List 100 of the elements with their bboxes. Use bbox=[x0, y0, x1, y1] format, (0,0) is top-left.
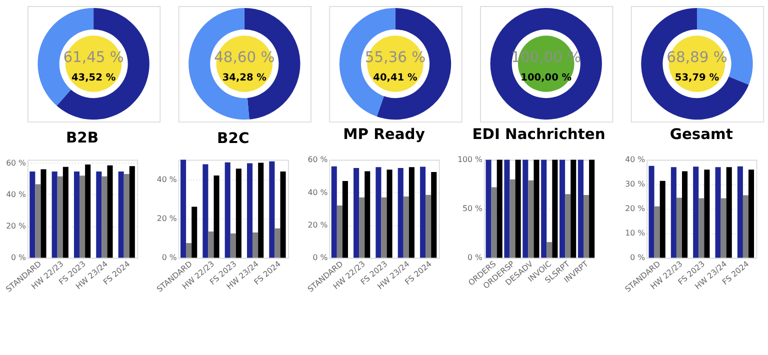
chart-title: B2C bbox=[217, 130, 250, 148]
bar bbox=[589, 160, 595, 258]
bar bbox=[534, 160, 540, 258]
bar bbox=[698, 198, 704, 258]
donut-slice bbox=[641, 8, 749, 120]
bar bbox=[118, 171, 124, 258]
bar bbox=[381, 197, 387, 258]
bar bbox=[676, 198, 682, 258]
bar bbox=[57, 176, 63, 258]
bar bbox=[364, 171, 370, 258]
bar bbox=[748, 170, 754, 258]
y-tick-label: 20 % bbox=[308, 220, 328, 230]
bar bbox=[230, 233, 236, 258]
bar bbox=[129, 166, 135, 258]
bar bbox=[431, 172, 437, 258]
chart-title: MP Ready bbox=[343, 126, 426, 144]
bar bbox=[420, 166, 426, 258]
bar bbox=[124, 174, 130, 258]
y-tick-label: 0 % bbox=[11, 253, 26, 262]
bar bbox=[214, 175, 220, 258]
bar bbox=[648, 166, 654, 258]
y-tick-label: 60 % bbox=[6, 158, 26, 168]
bar bbox=[552, 160, 558, 258]
bar bbox=[252, 232, 258, 258]
bar bbox=[269, 161, 275, 258]
chart-title: Gesamt bbox=[670, 126, 733, 144]
bar bbox=[386, 170, 392, 258]
y-tick-label: 50 % bbox=[462, 204, 482, 214]
text: 43,52 % bbox=[71, 72, 116, 84]
bar bbox=[510, 179, 516, 258]
y-tick-label: 0 % bbox=[468, 253, 482, 262]
bar bbox=[274, 228, 280, 258]
y-tick-label: 0 % bbox=[162, 253, 177, 262]
bar bbox=[578, 160, 584, 258]
y-tick-label: 20 % bbox=[156, 214, 177, 224]
bar bbox=[654, 206, 660, 258]
bar bbox=[342, 181, 348, 258]
bar bbox=[486, 160, 492, 258]
bar bbox=[202, 164, 208, 258]
bar bbox=[208, 231, 214, 258]
bar bbox=[496, 160, 502, 258]
bar bbox=[40, 169, 46, 258]
bar bbox=[30, 171, 36, 258]
bar bbox=[180, 160, 186, 258]
y-tick-label: 30 % bbox=[625, 180, 646, 189]
y-tick-label: 0 % bbox=[312, 253, 328, 262]
bar bbox=[96, 171, 102, 258]
bar bbox=[224, 162, 230, 258]
bar bbox=[331, 166, 337, 258]
bar bbox=[546, 242, 552, 258]
bar bbox=[737, 166, 743, 258]
bar bbox=[560, 160, 566, 258]
bar bbox=[398, 168, 404, 258]
bar bbox=[62, 166, 68, 258]
bar bbox=[670, 167, 676, 258]
bar bbox=[376, 167, 382, 258]
bar bbox=[336, 206, 342, 258]
bar bbox=[102, 176, 108, 258]
bar bbox=[85, 164, 91, 258]
y-tick-label: 40 % bbox=[625, 155, 646, 164]
bar bbox=[693, 166, 699, 258]
y-tick-label: 20 % bbox=[625, 204, 646, 214]
y-tick-label: 0 % bbox=[630, 253, 646, 262]
bar bbox=[192, 206, 198, 258]
chart-title: EDI Nachrichten bbox=[472, 126, 606, 144]
bar bbox=[570, 160, 576, 258]
bar bbox=[742, 195, 748, 258]
y-tick-label: 40 % bbox=[156, 174, 177, 184]
bar bbox=[280, 172, 286, 258]
bar bbox=[704, 170, 710, 258]
bar bbox=[541, 160, 547, 258]
y-tick-label: 40 % bbox=[6, 190, 26, 199]
bar bbox=[52, 171, 58, 258]
bar bbox=[236, 168, 242, 258]
bar bbox=[107, 165, 113, 258]
y-tick-label: 20 % bbox=[6, 222, 26, 231]
bar bbox=[491, 187, 497, 258]
donut-slice bbox=[56, 8, 150, 120]
bar bbox=[80, 176, 86, 258]
bar bbox=[528, 180, 534, 258]
bar bbox=[426, 194, 432, 258]
bar bbox=[258, 162, 264, 258]
text: 53,79 % bbox=[674, 72, 720, 84]
bar bbox=[403, 196, 409, 258]
text: 34,28 % bbox=[222, 72, 267, 84]
bar bbox=[522, 160, 528, 258]
bar bbox=[186, 243, 192, 258]
bar bbox=[565, 194, 571, 258]
bar bbox=[660, 180, 666, 258]
chart-title: B2B bbox=[66, 129, 99, 146]
y-tick-label: 100 % bbox=[458, 155, 482, 164]
y-tick-label: 40 % bbox=[308, 188, 328, 197]
bar bbox=[246, 163, 253, 258]
bar bbox=[682, 171, 688, 258]
text: 40,41 % bbox=[373, 72, 418, 84]
bar bbox=[515, 160, 521, 258]
bar bbox=[359, 197, 365, 258]
bar bbox=[726, 167, 732, 258]
bar bbox=[74, 171, 80, 258]
y-tick-label: 60 % bbox=[308, 155, 328, 164]
